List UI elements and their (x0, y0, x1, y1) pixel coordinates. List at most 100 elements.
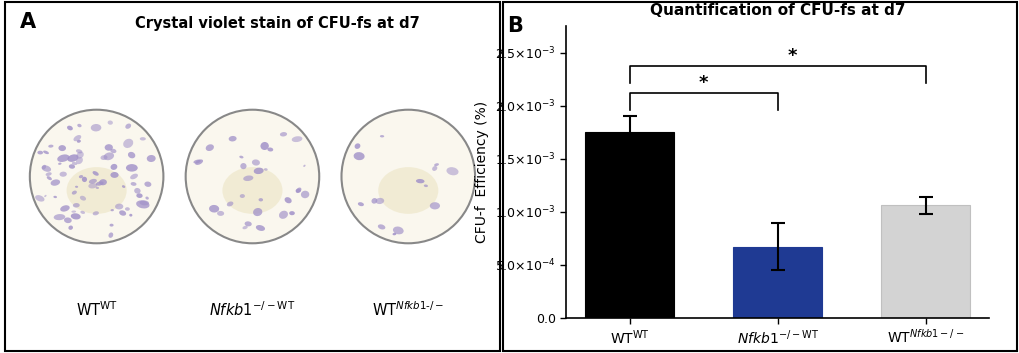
Ellipse shape (206, 144, 214, 151)
Ellipse shape (245, 221, 252, 226)
Ellipse shape (105, 144, 113, 151)
Ellipse shape (101, 155, 107, 160)
Ellipse shape (416, 179, 424, 183)
Ellipse shape (240, 163, 247, 169)
Ellipse shape (60, 205, 69, 212)
Ellipse shape (424, 185, 428, 187)
Ellipse shape (291, 136, 302, 142)
Ellipse shape (57, 154, 69, 162)
Ellipse shape (110, 164, 117, 170)
Ellipse shape (301, 191, 309, 198)
Ellipse shape (137, 193, 143, 198)
Ellipse shape (46, 172, 52, 176)
Ellipse shape (47, 176, 52, 180)
Ellipse shape (253, 208, 262, 216)
Ellipse shape (67, 126, 72, 130)
Ellipse shape (71, 162, 77, 165)
Ellipse shape (81, 211, 85, 214)
Y-axis label: CFU-f  Efficiency (%): CFU-f Efficiency (%) (475, 101, 489, 243)
Ellipse shape (93, 171, 99, 176)
Ellipse shape (239, 194, 245, 198)
Ellipse shape (107, 120, 113, 125)
Ellipse shape (146, 197, 149, 199)
Ellipse shape (429, 202, 439, 209)
Text: *: * (787, 47, 797, 65)
Ellipse shape (267, 148, 273, 151)
Ellipse shape (243, 175, 253, 181)
Ellipse shape (48, 145, 53, 148)
Ellipse shape (104, 152, 114, 160)
Ellipse shape (108, 232, 113, 238)
Ellipse shape (53, 196, 57, 198)
Ellipse shape (77, 124, 82, 127)
Bar (585, 132, 674, 318)
Ellipse shape (115, 204, 123, 209)
Ellipse shape (76, 140, 81, 143)
Ellipse shape (354, 152, 364, 160)
Ellipse shape (71, 210, 76, 213)
Ellipse shape (264, 168, 267, 171)
Text: *: * (698, 74, 708, 92)
Ellipse shape (72, 203, 79, 208)
Ellipse shape (54, 214, 65, 220)
Ellipse shape (64, 217, 71, 223)
Ellipse shape (226, 202, 233, 207)
Ellipse shape (119, 210, 126, 216)
Ellipse shape (38, 151, 43, 155)
Ellipse shape (58, 145, 66, 151)
Title: Quantification of CFU-fs at d7: Quantification of CFU-fs at d7 (649, 4, 905, 18)
Ellipse shape (75, 157, 83, 164)
Ellipse shape (70, 213, 81, 220)
Ellipse shape (140, 200, 149, 205)
Ellipse shape (69, 164, 75, 169)
Ellipse shape (127, 152, 136, 158)
Ellipse shape (288, 211, 294, 215)
Ellipse shape (432, 166, 437, 171)
Ellipse shape (75, 149, 83, 154)
Ellipse shape (392, 233, 396, 235)
Ellipse shape (254, 168, 263, 174)
Ellipse shape (68, 226, 73, 230)
Text: Crystal violet stain of CFU-fs at d7: Crystal violet stain of CFU-fs at d7 (135, 16, 419, 31)
Ellipse shape (228, 136, 236, 142)
Ellipse shape (130, 182, 137, 186)
Ellipse shape (260, 142, 269, 150)
Ellipse shape (341, 110, 475, 243)
Ellipse shape (243, 226, 248, 229)
Ellipse shape (30, 110, 163, 243)
Ellipse shape (59, 172, 67, 177)
Ellipse shape (258, 198, 263, 202)
Text: $\mathit{Nfkb1}^{\mathit{-/-\mathregular{WT}}}$: $\mathit{Nfkb1}^{\mathit{-/-\mathregular… (209, 300, 296, 319)
Ellipse shape (58, 163, 61, 165)
Ellipse shape (66, 167, 126, 214)
Ellipse shape (110, 149, 116, 153)
Ellipse shape (125, 207, 129, 211)
Ellipse shape (378, 167, 438, 214)
Ellipse shape (195, 160, 203, 165)
Ellipse shape (110, 209, 114, 211)
Ellipse shape (73, 135, 82, 141)
Ellipse shape (93, 211, 99, 215)
Bar (733, 247, 821, 318)
Ellipse shape (96, 187, 99, 189)
Ellipse shape (78, 175, 84, 178)
Ellipse shape (129, 214, 132, 217)
Ellipse shape (371, 198, 377, 204)
Ellipse shape (375, 198, 384, 204)
Ellipse shape (446, 167, 459, 175)
Ellipse shape (303, 164, 306, 167)
Ellipse shape (217, 211, 224, 216)
Text: WT$^{\mathit{Nfkb1\text{-}/-}}$: WT$^{\mathit{Nfkb1\text{-}/-}}$ (372, 300, 444, 319)
Ellipse shape (125, 164, 138, 172)
Ellipse shape (279, 132, 286, 137)
Ellipse shape (96, 181, 104, 186)
Ellipse shape (222, 167, 282, 214)
Ellipse shape (130, 174, 138, 179)
Ellipse shape (136, 201, 150, 209)
Text: WT$^{\mathregular{WT}}$: WT$^{\mathregular{WT}}$ (75, 300, 117, 319)
Ellipse shape (379, 135, 384, 137)
Ellipse shape (42, 165, 51, 172)
Ellipse shape (185, 110, 319, 243)
Ellipse shape (110, 172, 118, 178)
Ellipse shape (91, 124, 101, 131)
